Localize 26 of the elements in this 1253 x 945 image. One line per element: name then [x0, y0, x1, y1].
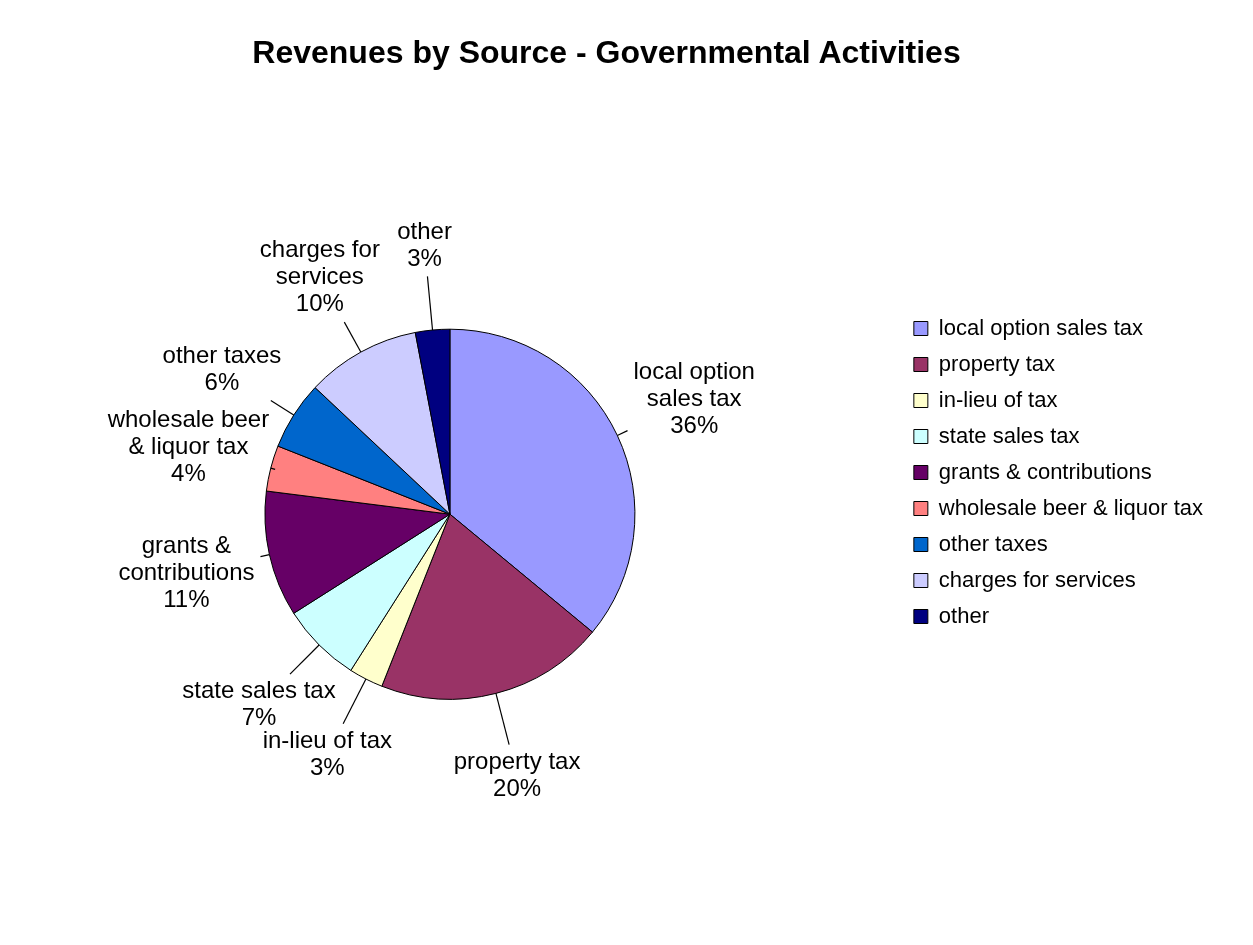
data-label: 36% — [670, 410, 719, 438]
legend-label: state sales tax — [938, 422, 1080, 448]
slice-label: other taxes — [162, 340, 282, 368]
legend-label: property tax — [938, 350, 1056, 376]
legend-label: other taxes — [938, 530, 1048, 556]
data-label: 3% — [310, 752, 345, 780]
slice-label: property tax — [453, 746, 581, 774]
legend-label: charges for services — [938, 566, 1136, 592]
legend-label: grants & contributions — [938, 458, 1152, 484]
data-label: 6% — [204, 367, 240, 395]
slice-label: wholesale beer & liquor tax — [106, 404, 270, 459]
slice-label: grants & contributions — [118, 530, 255, 585]
data-label: 10% — [295, 289, 344, 317]
data-label: 11% — [163, 584, 210, 612]
legend-label: local option sales tax — [938, 314, 1144, 340]
slice-label: local option sales tax — [633, 356, 755, 411]
slice-label: state sales tax — [182, 676, 336, 704]
data-label: 3% — [407, 243, 442, 271]
data-label: 20% — [493, 773, 542, 801]
legend-label: other — [938, 602, 990, 628]
legend-label: wholesale beer & liquor tax — [937, 494, 1204, 520]
slice-label: charges for services — [259, 235, 380, 290]
slice-label: other — [397, 216, 452, 244]
chart-title: Revenues by Source - Governmental Activities — [252, 34, 961, 71]
legend-label: in-lieu of tax — [938, 386, 1058, 412]
data-label: 4% — [171, 458, 206, 486]
